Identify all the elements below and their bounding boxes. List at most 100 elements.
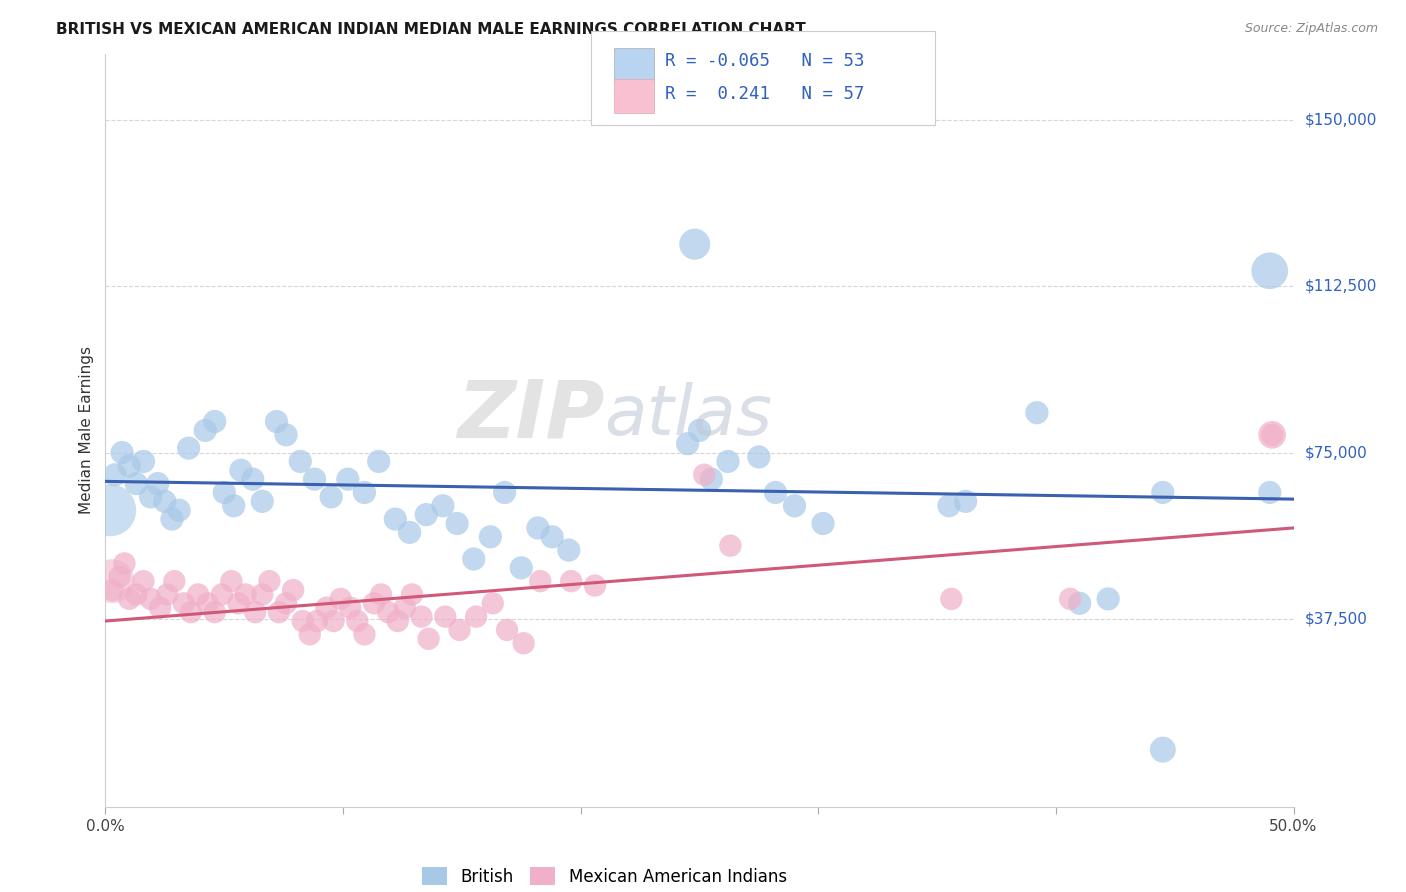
Point [229, 463, 252, 477]
Point [267, 605, 290, 619]
Point [938, 499, 960, 513]
Point [481, 596, 503, 610]
Point [108, 570, 131, 584]
Point [146, 476, 169, 491]
Point [479, 530, 502, 544]
Point [432, 499, 454, 513]
Point [173, 596, 195, 610]
Text: $112,500: $112,500 [1305, 279, 1376, 293]
Point [125, 476, 148, 491]
Point [118, 591, 141, 606]
Point [370, 587, 392, 601]
Point [336, 472, 359, 486]
Point [541, 530, 564, 544]
Point [101, 574, 124, 589]
Point [114, 557, 136, 571]
Point [560, 574, 582, 589]
Point [377, 605, 399, 619]
Text: $37,500: $37,500 [1305, 611, 1368, 626]
Point [353, 485, 375, 500]
Point [153, 494, 176, 508]
Point [98, 503, 121, 517]
Text: R = -0.065   N = 53: R = -0.065 N = 53 [665, 52, 865, 70]
Point [104, 467, 127, 482]
Text: atlas: atlas [605, 382, 772, 449]
Point [1258, 485, 1281, 500]
Point [118, 458, 141, 473]
Point [446, 516, 468, 531]
Point [160, 512, 183, 526]
Point [415, 508, 437, 522]
Point [132, 454, 155, 468]
Point [411, 609, 433, 624]
Point [322, 614, 344, 628]
Point [941, 591, 963, 606]
Point [197, 596, 219, 610]
Point [194, 424, 217, 438]
Point [811, 516, 834, 531]
Point [529, 574, 551, 589]
Y-axis label: Median Male Earnings: Median Male Earnings [79, 346, 94, 515]
Point [252, 494, 274, 508]
Point [527, 521, 550, 535]
Point [1097, 591, 1119, 606]
Point [510, 561, 533, 575]
Point [101, 582, 124, 597]
Point [321, 490, 343, 504]
Point [783, 499, 806, 513]
Point [717, 454, 740, 468]
Point [235, 587, 257, 601]
Point [398, 525, 420, 540]
Point [394, 600, 416, 615]
Point [693, 467, 716, 482]
Point [291, 614, 314, 628]
Point [1069, 596, 1091, 610]
Point [676, 436, 699, 450]
Point [304, 472, 326, 486]
Point [353, 627, 375, 641]
Point [494, 485, 516, 500]
Point [315, 600, 337, 615]
Point [1025, 406, 1047, 420]
Point [718, 539, 741, 553]
Point [177, 441, 200, 455]
Point [290, 454, 312, 468]
Point [1261, 427, 1284, 442]
Point [211, 587, 233, 601]
Point [955, 494, 977, 508]
Point [298, 627, 321, 641]
Point [167, 503, 190, 517]
Point [434, 609, 457, 624]
Point [465, 609, 488, 624]
Point [180, 605, 202, 619]
Point [418, 632, 440, 646]
Point [222, 499, 245, 513]
Legend: British, Mexican American Indians: British, Mexican American Indians [422, 867, 787, 886]
Point [156, 587, 179, 601]
Text: $75,000: $75,000 [1305, 445, 1368, 460]
Point [125, 587, 148, 601]
Point [346, 614, 368, 628]
Point [765, 485, 787, 500]
Point [363, 596, 385, 610]
Point [252, 587, 274, 601]
Point [463, 552, 485, 566]
Point [149, 600, 172, 615]
Text: R =  0.241   N = 57: R = 0.241 N = 57 [665, 85, 865, 103]
Point [187, 587, 209, 601]
Point [1152, 742, 1174, 756]
Point [1261, 427, 1284, 442]
Point [449, 623, 471, 637]
Point [111, 445, 134, 459]
Point [266, 415, 288, 429]
Point [283, 582, 305, 597]
Point [339, 600, 361, 615]
Point [512, 636, 534, 650]
Point [387, 614, 409, 628]
Point [367, 454, 389, 468]
Point [1258, 264, 1281, 278]
Point [329, 591, 352, 606]
Point [496, 623, 519, 637]
Point [274, 596, 297, 610]
Text: $150,000: $150,000 [1305, 112, 1376, 128]
